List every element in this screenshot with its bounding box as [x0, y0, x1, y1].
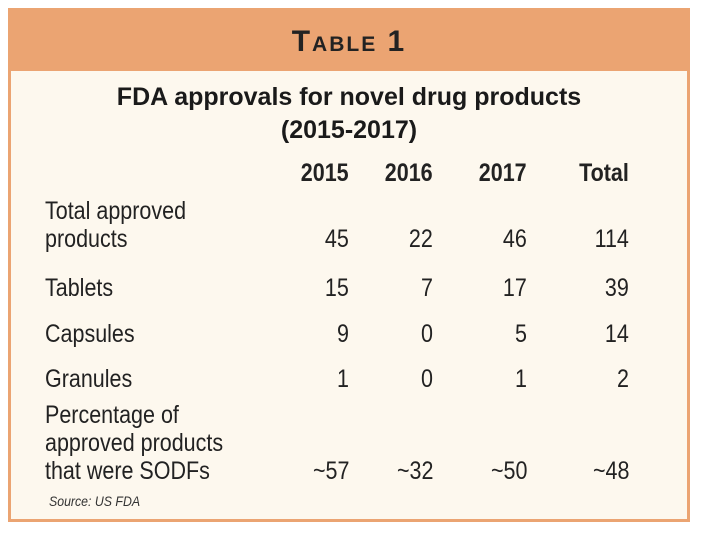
- cell: 7: [421, 274, 433, 302]
- row-label: approved products: [45, 429, 224, 457]
- title: FDA approvals for novel drug products: [116, 83, 582, 111]
- cell: 0: [421, 365, 433, 393]
- cell: 1: [337, 365, 349, 393]
- title: (2015-2017): [280, 116, 418, 144]
- cell: ~50: [490, 457, 527, 485]
- row-label: Granules: [45, 365, 133, 393]
- cell: 0: [421, 320, 433, 348]
- cell: 14: [605, 320, 629, 348]
- table-label: Table 1: [291, 25, 407, 58]
- row-label: Capsules: [45, 320, 135, 348]
- cell: 114: [594, 225, 629, 253]
- cell: 5: [515, 320, 527, 348]
- column-header: 2015: [301, 159, 349, 187]
- cell: 22: [409, 225, 433, 253]
- cell: 9: [337, 320, 349, 348]
- row-label: Tablets: [45, 274, 114, 302]
- row-label: that were SODFs: [45, 457, 210, 485]
- row-label: products: [45, 225, 128, 253]
- cell: ~48: [592, 457, 629, 485]
- column-header: Total: [579, 159, 629, 187]
- cell: 2: [617, 365, 629, 393]
- cell: ~32: [396, 457, 433, 485]
- cell: 46: [503, 225, 527, 253]
- cell: 1: [515, 365, 527, 393]
- column-header: 2016: [385, 159, 433, 187]
- source: Source: US FDA: [49, 493, 141, 509]
- cell: 45: [325, 225, 349, 253]
- column-header: 2017: [479, 159, 527, 187]
- table-card: Table 1 FDA approvals for novel drug pro…: [8, 8, 690, 522]
- row-label: Percentage of: [45, 401, 179, 429]
- cell: 39: [605, 274, 629, 302]
- banner: Table 1: [11, 11, 687, 71]
- cell: 15: [325, 274, 349, 302]
- cell: ~57: [312, 457, 349, 485]
- cell: 17: [503, 274, 527, 302]
- row-label: Total approved: [45, 197, 187, 225]
